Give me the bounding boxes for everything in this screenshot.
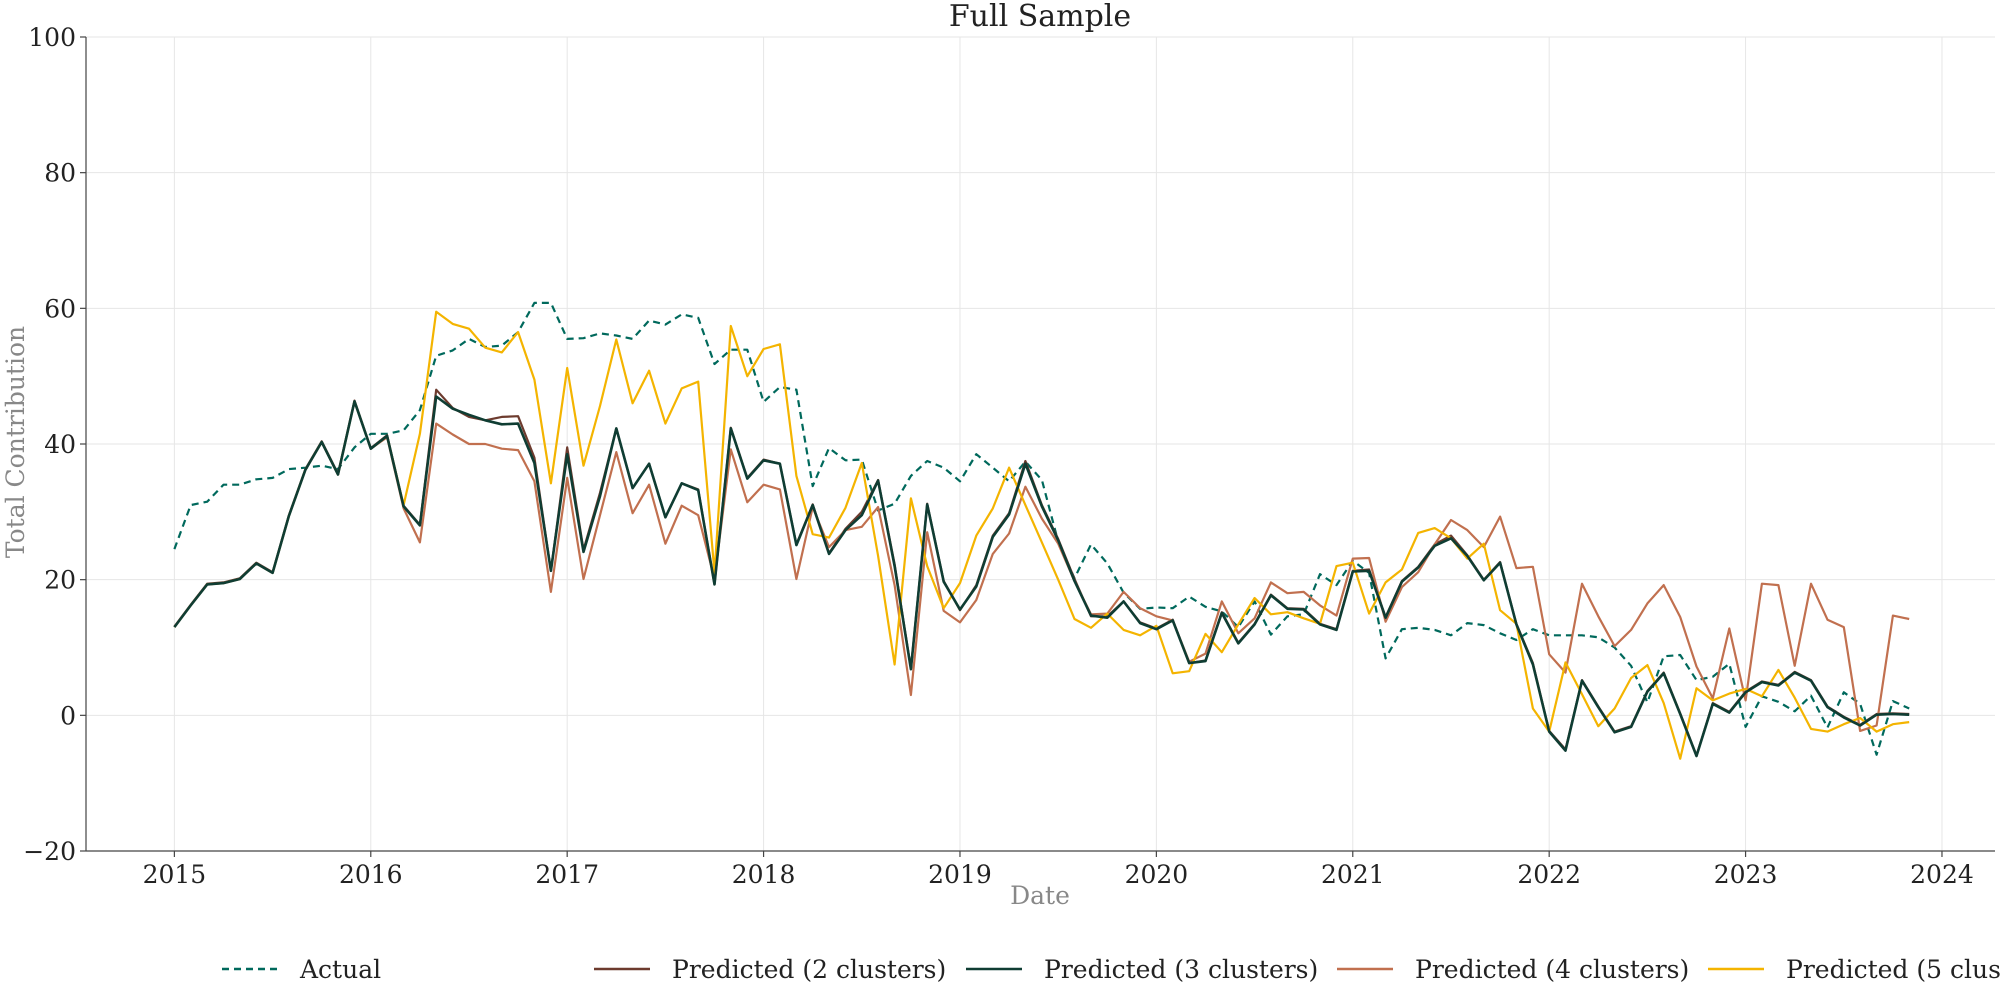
legend-label: Predicted (4 clusters) xyxy=(1415,955,1689,984)
legend-label: Predicted (2 clusters) xyxy=(672,955,946,984)
y-tick-label: 40 xyxy=(44,430,76,459)
y-tick-label: 60 xyxy=(44,294,76,323)
chart-title: Full Sample xyxy=(949,0,1131,34)
y-tick-label: 0 xyxy=(60,701,76,730)
series-line-predicted-2-clusters xyxy=(173,388,1910,757)
y-tick-label: 80 xyxy=(44,159,76,188)
series-line-predicted-4-clusters xyxy=(173,400,1910,733)
x-axis-label: Date xyxy=(1010,881,1070,910)
series-line-actual xyxy=(173,301,1910,756)
series-line-predicted-5-clusters xyxy=(173,310,1910,760)
x-tick-label: 2024 xyxy=(1910,860,1974,889)
legend-label: Predicted (5 clusters) xyxy=(1786,955,2000,984)
x-tick-label: 2018 xyxy=(732,860,796,889)
y-tick-label: 20 xyxy=(44,566,76,595)
series-lines xyxy=(173,301,1910,760)
legend-label: Predicted (3 clusters) xyxy=(1044,955,1318,984)
x-tick-label: 2022 xyxy=(1517,860,1581,889)
x-tick-label: 2015 xyxy=(143,860,207,889)
y-axis-label: Total Contribution xyxy=(1,326,30,558)
legend: Actual Predicted (2 clusters) Predicted (3… xyxy=(222,955,2000,984)
x-tick-label: 2020 xyxy=(1125,860,1189,889)
x-tick-label: 2023 xyxy=(1714,860,1778,889)
y-tick-label: −20 xyxy=(23,837,76,866)
y-tick-label: 100 xyxy=(28,23,76,52)
x-tick-label: 2016 xyxy=(339,860,403,889)
gridlines xyxy=(86,36,1995,852)
legend-label: Actual xyxy=(299,955,381,984)
x-tick-label: 2019 xyxy=(928,860,992,889)
series-line-predicted-3-clusters xyxy=(173,395,1910,758)
x-tick-label: 2021 xyxy=(1321,860,1385,889)
x-tick-label: 2017 xyxy=(535,860,599,889)
axes: 2015 2016 2017 2018 2019 2020 2021 2022 2023 2024… xyxy=(23,23,1995,889)
